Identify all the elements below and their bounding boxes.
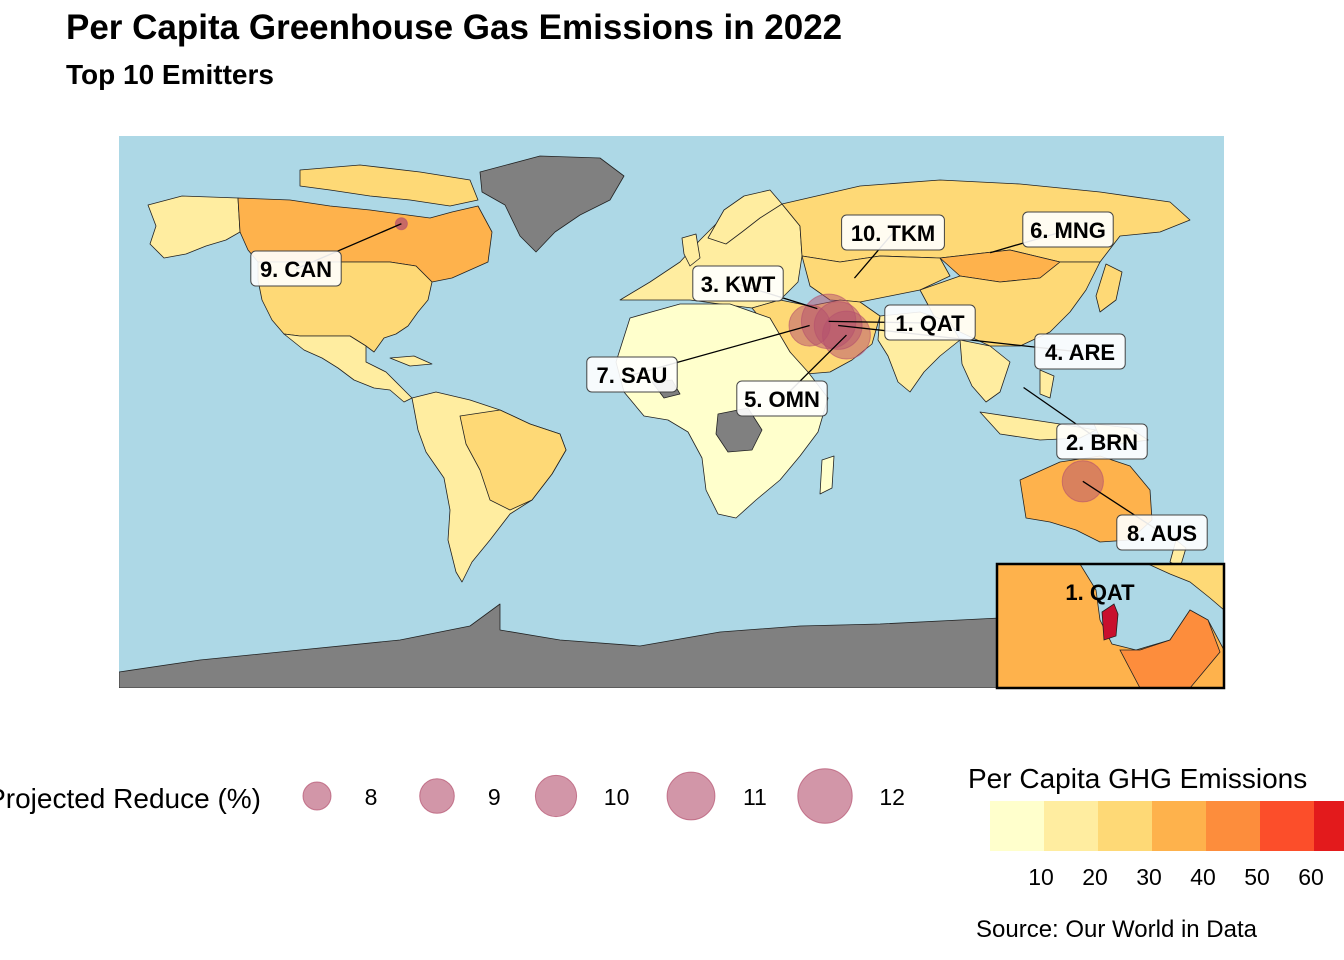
label-box	[250, 250, 342, 287]
label-are: 4. ARE	[1034, 333, 1126, 370]
southeast-asia	[959, 339, 1011, 403]
label-box	[736, 380, 828, 417]
label-layer: 1. QAT 2. BRN 3. KWT 4. ARE 5. OMN 6. MNG 7. S…	[250, 211, 1208, 551]
greenland	[479, 155, 625, 253]
label-text: 3. KWT	[701, 272, 776, 297]
color-legend-tick: 20	[1082, 864, 1108, 890]
label-text: 8. AUS	[1127, 521, 1197, 546]
cuba	[389, 355, 433, 367]
uk	[681, 233, 701, 267]
size-legend-label: 11	[743, 784, 767, 810]
label-text: 4. ARE	[1045, 340, 1115, 365]
label-text: 7. SAU	[597, 363, 668, 388]
color-legend-tick: 10	[1028, 864, 1054, 890]
color-legend-tick: 40	[1190, 864, 1216, 890]
color-legend-bin	[1152, 801, 1206, 851]
madagascar	[819, 455, 835, 495]
size-legend-key	[797, 768, 853, 824]
page-subtitle: Top 10 Emitters	[66, 59, 274, 90]
japan	[1095, 263, 1123, 313]
label-box	[1116, 514, 1208, 551]
size-legend-key	[419, 778, 455, 814]
label-mng: 6. MNG	[1022, 211, 1114, 248]
label-text: 10. TKM	[851, 221, 935, 246]
size-legend-label: 9	[488, 784, 501, 810]
label-box	[586, 356, 678, 393]
alaska	[147, 195, 241, 259]
label-box	[1056, 423, 1148, 460]
size-legend-title: Projected Reduce (%)	[0, 783, 261, 814]
label-sau: 7. SAU	[586, 356, 678, 393]
label-text: 2. BRN	[1066, 430, 1138, 455]
label-box	[1022, 211, 1114, 248]
size-legend: Projected Reduce (%) 8 9 10 11 12	[0, 768, 905, 824]
inset-uae	[1119, 609, 1221, 688]
inset-frame	[995, 562, 1226, 690]
color-legend-bin	[1314, 801, 1344, 851]
color-legend-bin	[1260, 801, 1314, 851]
arctic-islands	[299, 164, 479, 207]
size-legend-label: 12	[879, 784, 905, 810]
inset-label: 1. QAT	[1065, 580, 1135, 605]
source-caption: Source: Our World in Data	[976, 916, 1258, 943]
label-box	[692, 265, 784, 302]
size-legend-key	[534, 774, 578, 818]
label-qat: 1. QAT	[884, 304, 976, 341]
label-box	[841, 214, 945, 251]
size-legend-key	[666, 771, 716, 821]
label-text: 9. CAN	[260, 257, 332, 282]
size-legend-label: 10	[604, 784, 630, 810]
label-aus: 8. AUS	[1116, 514, 1208, 551]
brazil	[459, 409, 567, 511]
color-legend-title: Per Capita GHG Emissions	[968, 763, 1307, 794]
inset-qatar	[1101, 603, 1119, 641]
color-legend-bin	[990, 801, 1044, 851]
color-legend-tick: 50	[1244, 864, 1270, 890]
color-legend-tick: 30	[1136, 864, 1162, 890]
label-text: 5. OMN	[744, 387, 820, 412]
size-legend-label: 8	[365, 784, 378, 810]
page-title: Per Capita Greenhouse Gas Emissions in 2…	[66, 8, 843, 47]
color-legend-bin	[1044, 801, 1098, 851]
antarctica	[119, 603, 1224, 688]
label-brn: 2. BRN	[1056, 423, 1148, 460]
label-box	[1034, 333, 1126, 370]
label-text: 6. MNG	[1030, 218, 1106, 243]
color-legend-tick: 60	[1298, 864, 1324, 890]
color-legend-bin	[1206, 801, 1260, 851]
label-tkm: 10. TKM	[841, 214, 945, 251]
color-legend-bin	[1098, 801, 1152, 851]
label-box	[884, 304, 976, 341]
inset-iran-coast	[1147, 564, 1224, 611]
label-text: 1. QAT	[895, 311, 965, 336]
label-kwt: 3. KWT	[692, 265, 784, 302]
qatar-inset: 1. QAT	[995, 562, 1226, 690]
color-legend: Per Capita GHG Emissions 10 20 30 40 50 60	[968, 763, 1344, 890]
label-omn: 5. OMN	[736, 380, 828, 417]
philippines	[1039, 369, 1055, 399]
size-legend-key	[302, 781, 332, 811]
label-can: 9. CAN	[250, 250, 342, 287]
